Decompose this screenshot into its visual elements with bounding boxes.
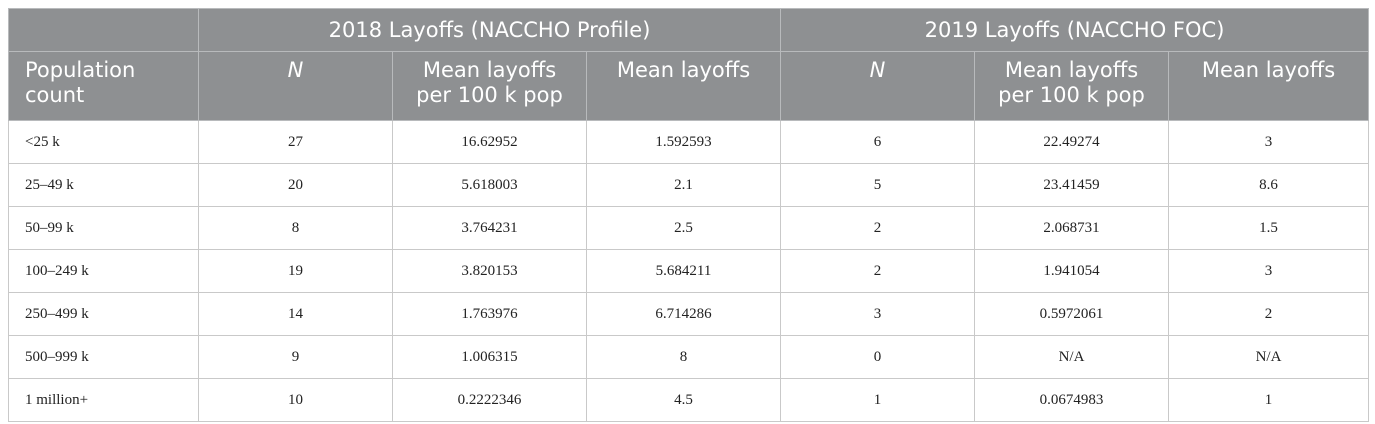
column-header-row: Population count N Mean layoffs per 100 k … [8,51,1370,121]
column-header: N [198,51,393,121]
table-cell: 20 [198,163,393,207]
row-label: 25–49 k [8,163,199,207]
table-row: 250–499 k 14 1.763976 6.714286 3 0.5972061 2 [8,292,1370,336]
table-cell: 1 [1168,378,1370,422]
table-cell: 0.0674983 [974,378,1170,422]
group-header: 2019 Layoffs (NACCHO FOC) [780,8,1370,52]
table-cell: 1 [780,378,976,422]
table-cell: 2 [780,249,976,293]
table-row: 1 million+ 10 0.2222346 4.5 1 0.0674983 1 [8,378,1370,422]
table-cell: 2.5 [585,206,782,250]
table-head: 2018 Layoffs (NACCHO Profile) 2019 Layof… [8,8,1370,121]
data-table: 2018 Layoffs (NACCHO Profile) 2019 Layof… [8,8,1370,422]
table-cell: 6 [780,120,976,164]
header-cell [8,8,199,52]
table-cell: 8 [585,335,782,379]
column-header: Mean layoffs [1168,51,1370,121]
table-cell: 5.684211 [585,249,782,293]
row-label: 1 million+ [8,378,199,422]
table-cell: 1.763976 [392,292,587,336]
group-header-row: 2018 Layoffs (NACCHO Profile) 2019 Layof… [8,8,1370,52]
table-cell: 2 [780,206,976,250]
table-row: 500–999 k 9 1.006315 8 0 N/A N/A [8,335,1370,379]
table-cell: 3 [1168,249,1370,293]
row-label: <25 k [8,120,199,164]
table-cell: 19 [198,249,393,293]
table-cell: 0.5972061 [974,292,1170,336]
table-row: <25 k 27 16.62952 1.592593 6 22.49274 3 [8,120,1370,164]
row-label: 500–999 k [8,335,199,379]
table-cell: 8.6 [1168,163,1370,207]
column-header: Mean layoffs [585,51,782,121]
table-cell: 27 [198,120,393,164]
row-label: 100–249 k [8,249,199,293]
table-cell: 5.618003 [392,163,587,207]
table-cell: 2 [1168,292,1370,336]
table-cell: 3 [1168,120,1370,164]
table-row: 50–99 k 8 3.764231 2.5 2 2.068731 1.5 [8,206,1370,250]
table-cell: 3 [780,292,976,336]
table-cell: 16.62952 [392,120,587,164]
row-label: 50–99 k [8,206,199,250]
table-cell: 8 [198,206,393,250]
table-cell: 2.1 [585,163,782,207]
table-cell: 10 [198,378,393,422]
table-row: 100–249 k 19 3.820153 5.684211 2 1.941054 3 [8,249,1370,293]
column-header: N [780,51,976,121]
table-cell: 22.49274 [974,120,1170,164]
table-cell: 6.714286 [585,292,782,336]
group-header: 2018 Layoffs (NACCHO Profile) [197,8,782,52]
table-cell: 2.068731 [974,206,1170,250]
table-cell: 5 [780,163,976,207]
table-cell: 1.006315 [392,335,587,379]
column-header: Mean layoffs per 100 k pop [974,51,1170,121]
table-cell: N/A [974,335,1170,379]
table-cell: 3.764231 [392,206,587,250]
table-cell: 1.592593 [585,120,782,164]
table-cell: 9 [198,335,393,379]
table-row: 25–49 k 20 5.618003 2.1 5 23.41459 8.6 [8,163,1370,207]
column-header: Mean layoffs per 100 k pop [392,51,587,121]
table-cell: 23.41459 [974,163,1170,207]
table-cell: 14 [198,292,393,336]
table-cell: N/A [1168,335,1370,379]
table-cell: 1.5 [1168,206,1370,250]
table-cell: 0.2222346 [392,378,587,422]
table-container: 2018 Layoffs (NACCHO Profile) 2019 Layof… [8,8,1370,422]
row-label: 250–499 k [8,292,199,336]
table-cell: 4.5 [585,378,782,422]
table-cell: 1.941054 [974,249,1170,293]
column-header: Population count [8,51,199,121]
table-body: <25 k 27 16.62952 1.592593 6 22.49274 3 25–49 k… [8,120,1370,422]
table-cell: 0 [780,335,976,379]
table-cell: 3.820153 [392,249,587,293]
